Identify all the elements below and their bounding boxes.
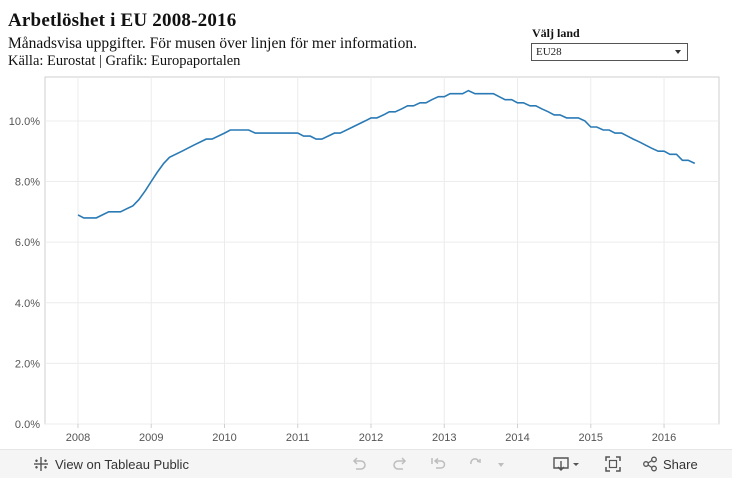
country-filter-select[interactable]: EU28 <box>531 43 688 61</box>
x-tick-label: 2013 <box>432 432 456 444</box>
y-tick-label: 10.0% <box>9 116 40 128</box>
chart-subtitle: Månadsvisa uppgifter. För musen över lin… <box>8 35 417 52</box>
chart-gridlines <box>44 76 720 425</box>
x-tick-label: 2011 <box>286 432 310 444</box>
share-label: Share <box>663 456 698 472</box>
download-icon[interactable] <box>552 455 582 473</box>
revert-icon[interactable] <box>429 455 447 473</box>
x-tick-label: 2016 <box>652 432 676 444</box>
share-button[interactable]: Share <box>642 456 698 472</box>
x-tick-label: 2012 <box>359 432 383 444</box>
y-tick-label: 6.0% <box>15 237 40 249</box>
x-tick-label: 2015 <box>579 432 603 444</box>
view-on-tableau-label: View on Tableau Public <box>55 456 189 472</box>
share-icon <box>643 456 657 472</box>
x-tick-label: 2008 <box>66 432 90 444</box>
x-tick-label: 2009 <box>139 432 163 444</box>
unemployment-line-chart[interactable]: 0.0%2.0%4.0%6.0%8.0%10.0% 2008 2009 2010 20… <box>0 0 732 449</box>
tableau-logo-icon <box>34 457 48 471</box>
fullscreen-icon[interactable] <box>604 455 622 473</box>
x-tick-label: 2010 <box>212 432 236 444</box>
refresh-icon[interactable] <box>467 455 485 473</box>
dropdown-caret-icon <box>675 50 681 54</box>
plot-frame <box>44 76 720 425</box>
refresh-dropdown-icon[interactable] <box>495 455 507 473</box>
view-on-tableau-button[interactable]: View on Tableau Public <box>33 456 189 472</box>
y-tick-label: 4.0% <box>15 298 40 310</box>
redo-icon[interactable] <box>391 455 409 473</box>
series-line-eu28[interactable] <box>77 89 696 219</box>
x-axis-ticks: 2008 2009 2010 2011 2012 2013 2014 2015 2016 <box>66 424 676 444</box>
y-axis-ticks: 0.0% 2.0% 4.0% 6.0% 8.0% 10.0% <box>9 116 40 431</box>
y-tick-label: 2.0% <box>15 358 40 370</box>
chart-source: Källa: Eurostat | Grafik: Europaportalen <box>8 53 241 69</box>
x-tick-label: 2014 <box>505 432 529 444</box>
y-tick-label: 8.0% <box>15 177 40 189</box>
country-filter-value: EU28 <box>536 46 562 58</box>
country-filter-label: Välj land <box>532 26 580 40</box>
undo-icon[interactable] <box>350 455 368 473</box>
y-tick-label: 0.0% <box>15 419 40 431</box>
chart-title: Arbetlöshet i EU 2008-2016 <box>8 10 237 31</box>
tableau-toolbar: View on Tableau Public <box>0 449 732 478</box>
